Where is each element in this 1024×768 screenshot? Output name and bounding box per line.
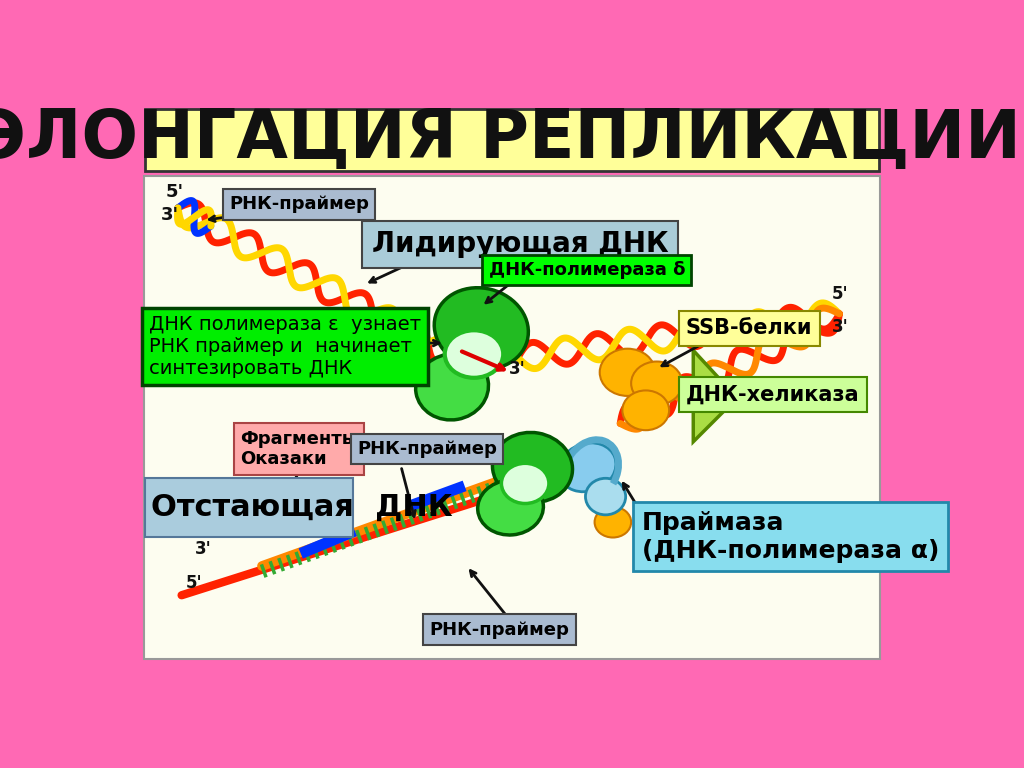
Text: 5': 5' [166, 183, 183, 201]
Ellipse shape [502, 463, 549, 504]
Ellipse shape [493, 432, 572, 502]
Ellipse shape [416, 354, 488, 420]
Text: 3': 3' [161, 207, 179, 224]
Ellipse shape [434, 288, 528, 369]
Text: Отстающая  ДНК: Отстающая ДНК [151, 493, 453, 522]
Ellipse shape [477, 480, 544, 535]
Text: РНК-праймер: РНК-праймер [229, 195, 369, 214]
FancyBboxPatch shape [138, 104, 886, 664]
Ellipse shape [623, 390, 669, 430]
FancyBboxPatch shape [145, 109, 879, 171]
Ellipse shape [631, 362, 682, 405]
FancyBboxPatch shape [145, 478, 353, 537]
Ellipse shape [444, 330, 503, 378]
FancyBboxPatch shape [143, 177, 881, 659]
Text: Праймаза
(ДНК-полимераза α): Праймаза (ДНК-полимераза α) [642, 511, 939, 563]
Polygon shape [693, 350, 737, 442]
Text: Лидирующая ДНК: Лидирующая ДНК [372, 230, 669, 258]
Ellipse shape [595, 507, 631, 538]
Text: РНК-праймер: РНК-праймер [430, 621, 569, 639]
Text: РНК-праймер: РНК-праймер [357, 440, 497, 458]
Text: ЭЛОНГАЦИЯ РЕПЛИКАЦИИ.: ЭЛОНГАЦИЯ РЕПЛИКАЦИИ. [0, 106, 1024, 172]
Text: SSB-белки: SSB-белки [686, 319, 812, 339]
Ellipse shape [586, 478, 626, 515]
Text: 5': 5' [833, 285, 849, 303]
Text: ДНК полимераза ε  узнает
РНК праймер и  начинает
синтезировать ДНК: ДНК полимераза ε узнает РНК праймер и на… [148, 315, 421, 378]
Text: ДНК-хеликаза: ДНК-хеликаза [686, 384, 859, 404]
Ellipse shape [559, 443, 616, 492]
Text: 3': 3' [833, 318, 849, 336]
Text: 5': 5' [185, 574, 202, 592]
Text: 3': 3' [509, 359, 526, 378]
Text: ДНК-полимераза δ: ДНК-полимераза δ [488, 261, 685, 279]
Text: Фрагменты
Оказаки: Фрагменты Оказаки [240, 429, 358, 468]
Ellipse shape [600, 349, 655, 396]
Text: 3': 3' [195, 540, 212, 558]
